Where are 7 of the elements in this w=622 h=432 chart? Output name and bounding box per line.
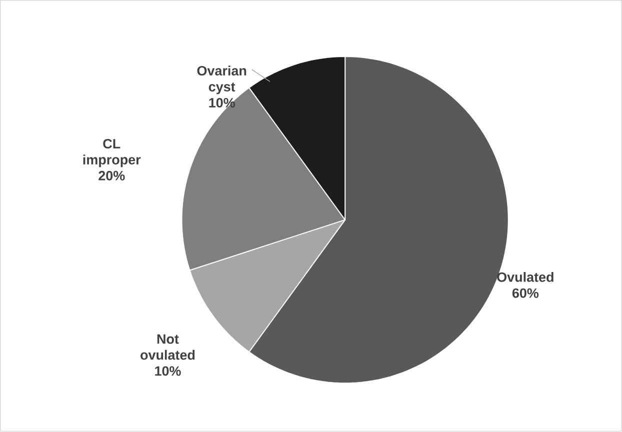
slice-label: CL improper — [83, 139, 141, 168]
slice-label: Ovulated — [497, 272, 554, 282]
data-label: 10% — [155, 366, 181, 376]
data-label: 20% — [98, 171, 125, 181]
data-label: 60% — [512, 288, 539, 298]
slice-label: Not ovulated — [140, 334, 195, 360]
slice-label: Ovarian cyst — [197, 66, 246, 94]
